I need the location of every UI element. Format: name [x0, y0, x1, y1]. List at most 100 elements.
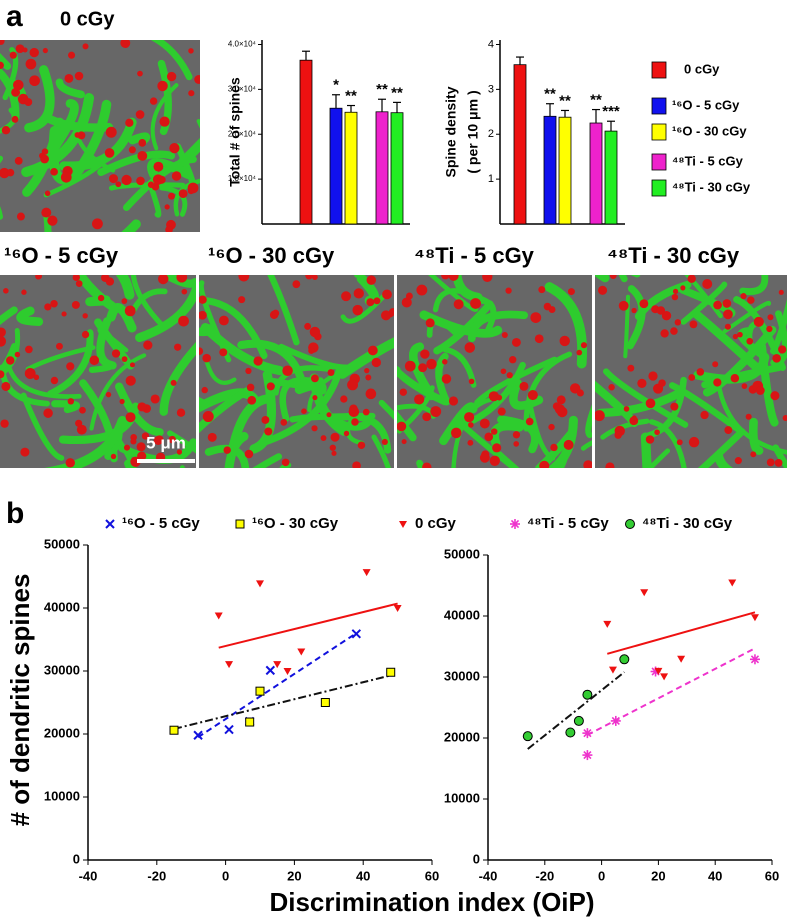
y-tick-label: 3 [488, 83, 494, 95]
spine [722, 299, 732, 308]
legend-swatch [651, 123, 667, 141]
y-tick-label: 4 [488, 38, 494, 50]
spine [348, 406, 360, 417]
spine [199, 295, 207, 304]
spine [202, 353, 211, 363]
legend-item: ¹⁶O - 5 cGy [105, 515, 200, 532]
spine [479, 452, 490, 463]
dendrite [43, 137, 125, 198]
spine [124, 305, 136, 317]
spine [219, 315, 229, 326]
point [362, 569, 371, 577]
spine [766, 458, 775, 467]
spine [755, 386, 765, 395]
spine [176, 408, 186, 417]
spine [608, 384, 615, 391]
spine [713, 300, 723, 310]
dendrite [200, 322, 285, 376]
spine [244, 449, 254, 459]
x-tick-label: 20 [651, 868, 665, 883]
spine [282, 365, 293, 377]
spine [362, 408, 370, 416]
point [603, 620, 612, 628]
error-bar [347, 104, 355, 113]
dendrite [769, 298, 787, 355]
spine [169, 143, 180, 154]
spine [166, 71, 177, 82]
dendrite [25, 345, 96, 372]
spine [464, 342, 476, 353]
spine [187, 182, 199, 194]
spine [702, 279, 713, 289]
point [522, 731, 533, 742]
y-axis-label: Total # of spines [227, 77, 243, 187]
spine [137, 70, 143, 77]
spine [712, 361, 719, 368]
legend-label: ¹⁶O - 30 cGy [672, 123, 747, 138]
spine [674, 319, 681, 326]
spine [272, 309, 280, 317]
spine [734, 457, 742, 465]
dendrite [451, 397, 493, 468]
spine [153, 435, 163, 445]
spine [530, 312, 542, 323]
dendrite [252, 453, 283, 468]
dendrite [106, 303, 137, 333]
y-tick-label: 50000 [444, 546, 480, 561]
spine [219, 348, 228, 357]
y-tick-label: 2.0×10⁴ [228, 129, 257, 138]
spine [110, 453, 117, 460]
spine [467, 439, 474, 446]
spine [149, 97, 158, 105]
x-tick-label: 40 [708, 868, 722, 883]
spine [168, 192, 175, 200]
error-bar [332, 94, 340, 109]
spine [772, 354, 781, 363]
dendrite [580, 440, 592, 451]
dendrite [371, 434, 391, 468]
point [245, 717, 255, 727]
spine [176, 275, 188, 283]
spine [280, 419, 288, 426]
spine [44, 303, 52, 311]
spine [367, 345, 378, 356]
significance: ** [376, 81, 388, 98]
marker-stroke [611, 716, 620, 726]
spine [65, 458, 75, 468]
legend-item: ⁴⁸Ti - 30 cGy [625, 515, 733, 532]
point [224, 724, 234, 735]
legend-swatch [651, 153, 667, 171]
legend-label: ⁴⁸Ti - 30 cGy [642, 515, 733, 532]
spine [580, 342, 588, 349]
bar [299, 59, 313, 225]
spine [658, 379, 666, 387]
dendrite [739, 275, 769, 296]
spine [238, 275, 250, 282]
spine [559, 335, 570, 347]
spine [723, 309, 733, 320]
dendrite [173, 178, 200, 217]
spine [247, 395, 257, 405]
error-bar [393, 101, 401, 113]
dendrite [715, 375, 787, 455]
spine [671, 293, 679, 301]
dendrite [378, 399, 394, 420]
image-title: ¹⁶O - 30 cGy [208, 243, 335, 268]
spine [595, 410, 605, 422]
point [677, 655, 686, 663]
significance: *** [602, 103, 620, 120]
x-tick-label: 0 [222, 868, 229, 883]
dendrite [684, 275, 723, 319]
spine [79, 406, 86, 414]
spine [567, 288, 575, 296]
legend-marker [105, 519, 115, 529]
legend-label: 0 cGy [415, 515, 457, 532]
x-tick-label: -20 [147, 868, 166, 883]
spine [111, 349, 121, 358]
fit-line [197, 632, 357, 738]
spine [382, 289, 392, 300]
spine [442, 359, 448, 365]
y-axis-label: ( per 10 μm ) [465, 90, 481, 173]
dendrite [21, 93, 95, 178]
dendrite [47, 329, 94, 398]
